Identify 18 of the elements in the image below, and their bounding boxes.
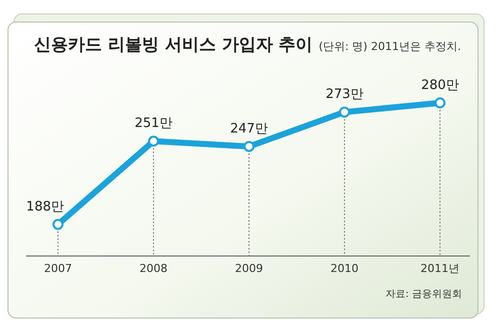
data-label: 188만	[26, 199, 64, 214]
data-label: 251만	[134, 116, 172, 132]
point	[339, 106, 350, 118]
chart-title: 신용카드 리볼빙 서비스 가입자 추이	[34, 35, 313, 55]
data-label: 247만	[230, 121, 268, 136]
data-label: 273만	[326, 87, 364, 102]
point	[52, 218, 64, 230]
data-label: 280만	[421, 78, 459, 93]
point	[244, 140, 254, 152]
x-tick-label: 2007	[44, 262, 72, 275]
point	[434, 97, 446, 108]
text: 자료: 금융위원회	[385, 289, 462, 300]
x-tick-label: 2011년	[420, 262, 460, 275]
x-tick-label: 2008	[140, 262, 168, 275]
point	[148, 136, 159, 147]
chart-subtitle: (단위: 명) 2011년은 추정치.	[318, 40, 461, 53]
x-tick-label: 2010	[330, 262, 358, 275]
x-tick-label: 2009	[235, 262, 263, 275]
